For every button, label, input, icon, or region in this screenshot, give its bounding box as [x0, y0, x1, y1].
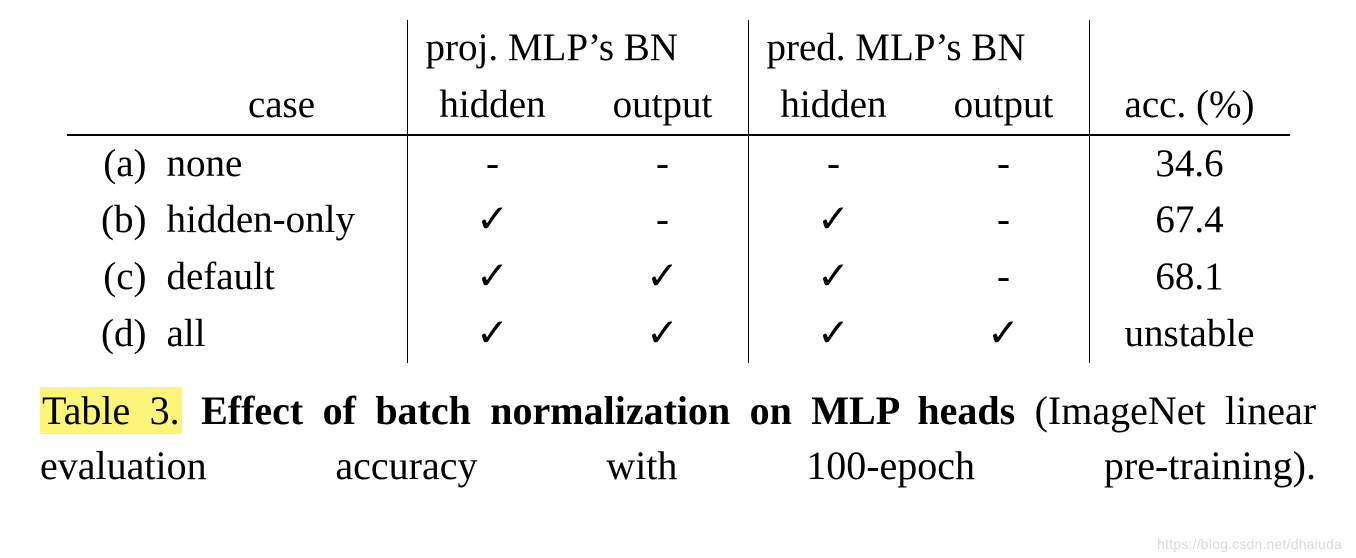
cell-pred-output: - [919, 136, 1090, 193]
row-label: (c) [67, 249, 157, 306]
cell-proj-output: ✓ [578, 249, 749, 306]
header-blank-1 [67, 20, 157, 77]
cell-proj-hidden: ✓ [407, 192, 578, 249]
header-pred-hidden: hidden [748, 77, 919, 134]
header-proj-group: proj. MLP’s BN [407, 20, 748, 77]
watermark: https://blog.csdn.net/dhaiuda [1157, 536, 1342, 552]
row-case: default [157, 249, 408, 306]
caption-title: Effect of batch normalization on MLP hea… [201, 388, 1015, 433]
table-row: (d) all ✓ ✓ ✓ ✓ unstable [67, 306, 1290, 363]
header-blank-4 [67, 77, 157, 134]
cell-acc: 67.4 [1089, 192, 1290, 249]
table-header-row-cols: case hidden output hidden output acc. (%… [67, 77, 1290, 134]
results-table: proj. MLP’s BN pred. MLP’s BN case hidde… [67, 20, 1290, 363]
row-label: (b) [67, 192, 157, 249]
header-case: case [157, 77, 408, 134]
header-pred-output: output [919, 77, 1090, 134]
cell-acc: 34.6 [1089, 136, 1290, 193]
cell-proj-output: - [578, 136, 749, 193]
row-case: all [157, 306, 408, 363]
header-blank-2 [157, 20, 408, 77]
header-acc: acc. (%) [1089, 77, 1290, 134]
header-proj-output: output [578, 77, 749, 134]
table-row: (c) default ✓ ✓ ✓ - 68.1 [67, 249, 1290, 306]
figure-container: proj. MLP’s BN pred. MLP’s BN case hidde… [0, 0, 1356, 558]
cell-pred-hidden: - [748, 136, 919, 193]
cell-proj-hidden: ✓ [407, 306, 578, 363]
cell-proj-hidden: ✓ [407, 249, 578, 306]
cell-proj-hidden: - [407, 136, 578, 193]
header-blank-3 [1089, 20, 1290, 77]
cell-pred-output: - [919, 249, 1090, 306]
cell-acc: unstable [1089, 306, 1290, 363]
row-label: (d) [67, 306, 157, 363]
cell-pred-hidden: ✓ [748, 249, 919, 306]
table-header-row-groups: proj. MLP’s BN pred. MLP’s BN [67, 20, 1290, 77]
header-proj-hidden: hidden [407, 77, 578, 134]
cell-pred-hidden: ✓ [748, 192, 919, 249]
cell-proj-output: - [578, 192, 749, 249]
cell-pred-output: ✓ [919, 306, 1090, 363]
cell-pred-output: - [919, 192, 1090, 249]
cell-pred-hidden: ✓ [748, 306, 919, 363]
row-label: (a) [67, 136, 157, 193]
table-row: (b) hidden-only ✓ - ✓ - 67.4 [67, 192, 1290, 249]
table-caption: Table 3. Effect of batch normalization o… [40, 383, 1316, 549]
table-row: (a) none - - - - 34.6 [67, 136, 1290, 193]
caption-label: Table 3. [40, 387, 182, 434]
cell-proj-output: ✓ [578, 306, 749, 363]
row-case: none [157, 136, 408, 193]
cell-acc: 68.1 [1089, 249, 1290, 306]
row-case: hidden-only [157, 192, 408, 249]
header-pred-group: pred. MLP’s BN [748, 20, 1089, 77]
